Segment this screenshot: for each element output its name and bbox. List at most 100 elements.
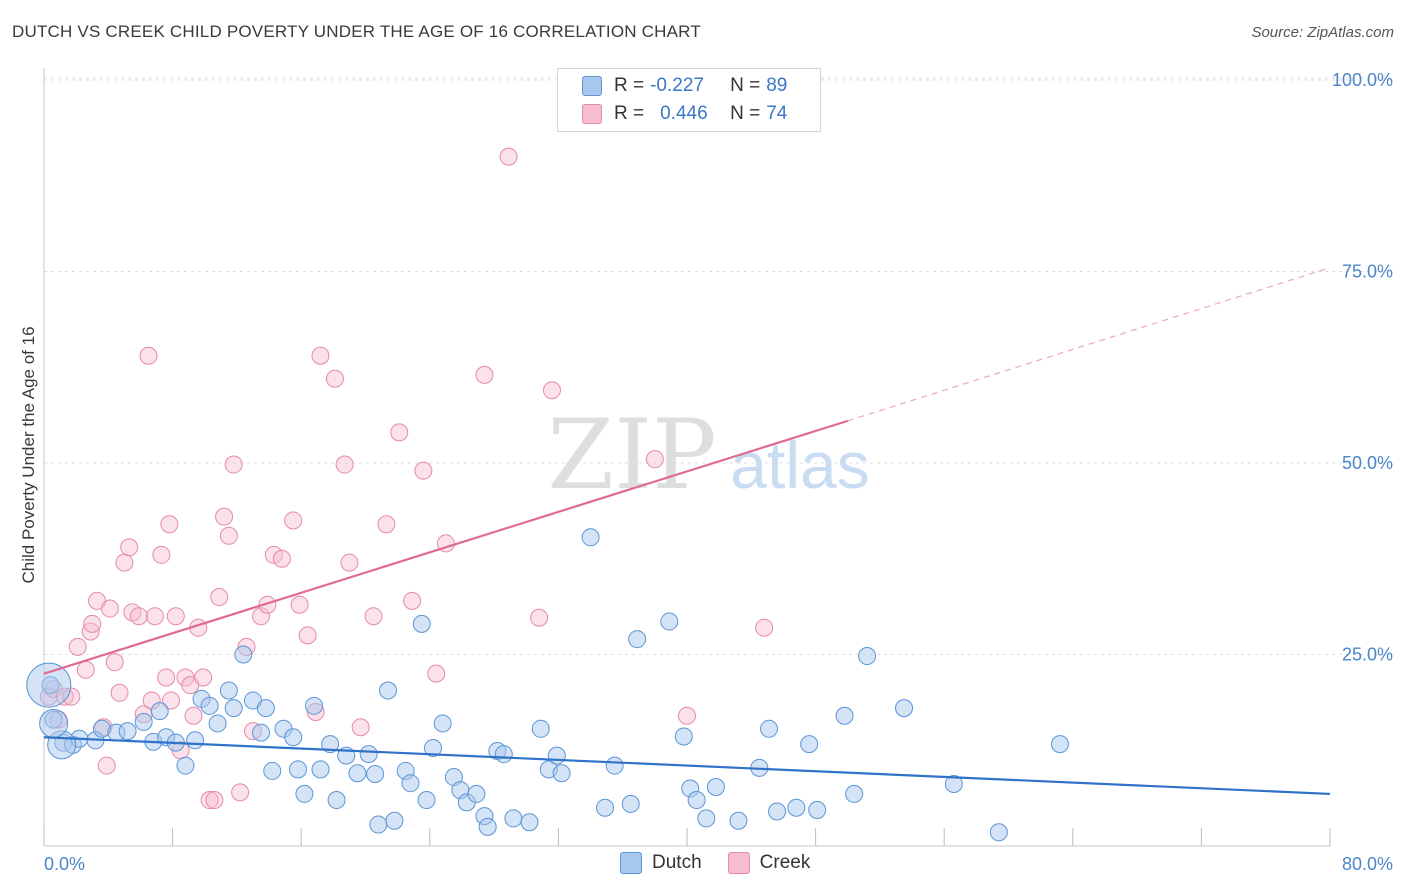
dutch-point (219, 681, 238, 700)
legend-creek-n: 74 (766, 103, 788, 124)
dutch-point (759, 719, 778, 738)
creek-point (200, 791, 219, 810)
dutch-point (1050, 735, 1069, 754)
dutch-point (256, 699, 275, 718)
dutch-point (401, 774, 420, 793)
creek-point (152, 545, 171, 564)
dutch-point (504, 809, 523, 828)
creek-trend-extension (847, 267, 1331, 422)
creek-point (499, 147, 518, 166)
creek-point (475, 365, 494, 384)
dutch-point (628, 630, 647, 649)
creek-point (231, 783, 250, 802)
creek-legend-label: Creek (759, 852, 811, 873)
y-tick-label: 25.0% (1342, 645, 1393, 665)
dutch-point (321, 735, 340, 754)
creek-point (755, 618, 774, 637)
dutch-trend-line (43, 736, 1331, 796)
creek-point (105, 653, 124, 672)
legend-n-label: N = (730, 103, 761, 124)
dutch-point (494, 745, 513, 764)
dutch-point (660, 612, 679, 631)
creek-legend-swatch (727, 852, 750, 874)
y-tick-label: 50.0% (1342, 453, 1393, 473)
source-label: Source: ZipAtlas.com (1251, 24, 1394, 41)
dutch-point (385, 811, 404, 830)
dutch-point (224, 699, 243, 718)
dutch-point (150, 702, 169, 721)
creek-point (110, 683, 129, 702)
dutch-point (417, 791, 436, 810)
creek-point (377, 515, 396, 534)
dutch-legend-swatch (620, 852, 642, 874)
creek-point (290, 595, 309, 614)
series-legend: Dutch Creek (620, 852, 836, 874)
creek-point (530, 608, 549, 627)
axes (43, 68, 1331, 847)
dutch-point (359, 745, 378, 764)
creek-point (272, 549, 291, 568)
creek-point (76, 660, 95, 679)
dutch-point (200, 696, 219, 715)
grid-lines (44, 77, 1394, 655)
dutch-point (835, 706, 854, 725)
dutch-point (118, 722, 137, 741)
creek-point (120, 538, 139, 557)
dutch-swatch (582, 76, 602, 96)
dutch-point-large (39, 708, 69, 738)
dutch-point (379, 681, 398, 700)
dutch-point (424, 738, 443, 757)
creek-point (364, 607, 383, 626)
dutch-point (858, 647, 877, 666)
creek-point (210, 588, 229, 607)
dutch-point (369, 815, 388, 834)
legend-row-dutch: R = -0.227 N = 89 (582, 73, 787, 99)
creek-point (284, 511, 303, 530)
dutch-point (944, 774, 963, 793)
dutch-point (208, 714, 227, 733)
legend-r-label: R = (614, 103, 645, 124)
creek-point (157, 668, 176, 687)
watermark-zip: ZIP (547, 399, 716, 511)
creek-point (166, 607, 185, 626)
dutch-point-large (26, 662, 72, 708)
dutch-point (800, 735, 819, 754)
creek-point (145, 607, 164, 626)
legend-item-dutch[interactable]: Dutch (620, 852, 702, 874)
dutch-legend-label: Dutch (652, 852, 702, 873)
dutch-point (674, 727, 693, 746)
dutch-point (234, 645, 253, 664)
creek-point (129, 607, 148, 626)
creek-point (351, 718, 370, 737)
creek-point (115, 553, 134, 572)
creek-swatch (582, 104, 602, 124)
creek-point (83, 614, 102, 633)
dutch-point (478, 817, 497, 836)
watermark: ZIP atlas (547, 399, 869, 511)
creek-point (325, 369, 344, 388)
creek-point (340, 553, 359, 572)
creek-point (224, 455, 243, 474)
dutch-point (989, 823, 1008, 842)
creek-point (298, 626, 317, 645)
dutch-points (26, 528, 1069, 842)
legend-item-creek[interactable]: Creek (727, 852, 811, 874)
creek-point (645, 450, 664, 469)
creek-point (678, 706, 696, 725)
dutch-point (348, 764, 367, 783)
creek-point (258, 595, 277, 614)
x-tick-label-max: 80.0% (1342, 854, 1393, 874)
dutch-point (433, 714, 452, 733)
dutch-point (327, 791, 346, 810)
dutch-point (581, 528, 600, 547)
legend-r-label: R = (614, 75, 645, 96)
dutch-point (284, 728, 303, 747)
creek-point (542, 381, 561, 400)
dutch-point (467, 784, 486, 803)
dutch-point (176, 756, 195, 775)
creek-point (390, 423, 409, 442)
creek-point (427, 664, 446, 683)
watermark-atlas: atlas (730, 428, 869, 502)
trend-lines (43, 267, 1331, 796)
